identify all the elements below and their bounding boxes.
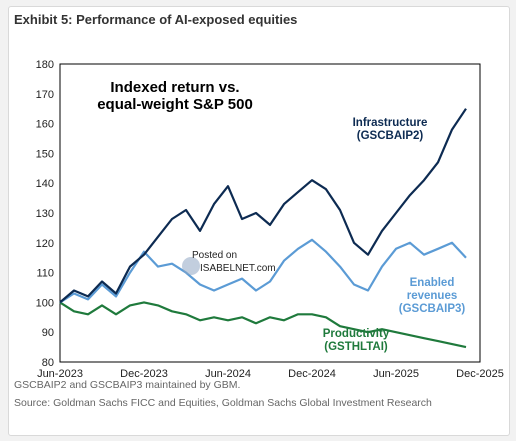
x-tick-label: Dec-2025: [456, 368, 504, 380]
x-tick-label: Jun-2023: [37, 368, 83, 380]
x-tick-label: Dec-2023: [120, 368, 168, 380]
y-tick-label: 130: [36, 208, 54, 220]
y-tick-label: 150: [36, 148, 54, 160]
y-tick-label: 170: [36, 89, 54, 101]
x-axis: Jun-2023 Dec-2023 Jun-2024 Dec-2024 Jun-2025…: [37, 368, 504, 380]
source-note: Source: Goldman Sachs FICC and Equities,…: [14, 397, 432, 409]
series-lines: [59, 108, 467, 349]
watermark: Posted on ISABELNET.com: [182, 250, 276, 275]
chart-card: [8, 6, 510, 436]
x-tick-label: Jun-2025: [373, 368, 419, 380]
y-tick-label: 180: [36, 59, 54, 71]
series-label-1: Enabled revenues (GSCBAIP3): [399, 277, 466, 315]
x-tick-label: Jun-2024: [205, 368, 251, 380]
y-tick-label: 80: [42, 357, 54, 369]
series-line-0: [59, 108, 467, 304]
y-tick-label: 160: [36, 119, 54, 131]
chart-title: Indexed return vs. equal-weight S&P 500: [97, 79, 253, 113]
y-axis: 80 90 100 110 120 130 140 150 160 170 180: [36, 59, 54, 369]
y-tick-label: 140: [36, 178, 54, 190]
series-line-1: [59, 238, 467, 304]
series-line-2: [59, 301, 467, 349]
series-label-2: Productivity (GSTHLTAI): [323, 328, 390, 353]
y-tick-label: 100: [36, 297, 54, 309]
exhibit-title: Exhibit 5: Performance of AI-exposed equ…: [14, 12, 298, 27]
x-tick-label: Dec-2024: [288, 368, 336, 380]
watermark-globe-icon: [182, 257, 200, 275]
watermark-line1: Posted on: [192, 250, 237, 261]
chart-title-text: Indexed return vs. equal-weight S&P 500: [97, 79, 253, 113]
series-labels: Infrastructure (GSCBAIP2) Enabled revenues(…: [323, 117, 466, 353]
y-tick-label: 110: [36, 268, 54, 280]
footnote: GSCBAIP2 and GSCBAIP3 maintained by GBM.: [14, 379, 241, 391]
y-tick-label: 90: [42, 327, 54, 339]
watermark-line2: ISABELNET.com: [200, 263, 276, 274]
y-tick-label: 120: [36, 238, 54, 250]
plot-frame: [59, 63, 481, 363]
series-label-0: Infrastructure (GSCBAIP2): [353, 117, 428, 142]
